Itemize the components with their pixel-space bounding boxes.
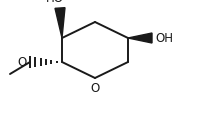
Text: HO: HO <box>46 0 64 5</box>
Polygon shape <box>55 8 65 38</box>
Polygon shape <box>127 33 151 43</box>
Text: O: O <box>18 56 27 68</box>
Text: O: O <box>90 82 99 95</box>
Text: OH: OH <box>154 31 172 45</box>
